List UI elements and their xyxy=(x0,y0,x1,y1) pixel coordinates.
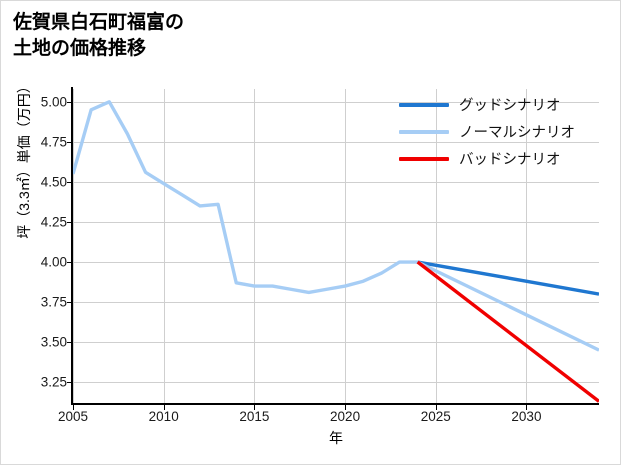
y-tick-mark xyxy=(67,262,72,264)
y-axis-ticks: 3.25 3.50 3.75 4.00 4.25 4.50 4.75 5.00 xyxy=(1,1,72,464)
x-tick-mark xyxy=(163,405,165,410)
y-axis-label: 坪（3.3㎡）単価（万円） xyxy=(16,79,32,239)
y-axis-spine xyxy=(71,87,73,405)
legend-color-swatch xyxy=(399,129,449,134)
chart-legend: グッドシナリオ ノーマルシナリオ バッドシナリオ xyxy=(399,91,609,172)
x-axis-spine xyxy=(71,403,599,405)
gridline-horizontal xyxy=(73,182,599,183)
gridline-vertical xyxy=(73,89,74,403)
y-tick-mark xyxy=(67,302,72,304)
chart-title: 佐賀県白石町福富の 土地の価格推移 xyxy=(13,12,185,59)
x-axis-label: 年 xyxy=(329,430,343,446)
y-tick-label: 4.25 xyxy=(40,214,67,230)
y-tick-mark xyxy=(67,181,72,183)
y-tick-label: 4.00 xyxy=(40,254,67,270)
y-tick-label: 5.00 xyxy=(40,94,67,110)
legend-label: バッドシナリオ xyxy=(459,152,561,168)
x-tick-label: 2025 xyxy=(420,409,451,424)
gridline-vertical xyxy=(254,89,255,403)
legend-color-swatch xyxy=(399,102,449,107)
y-tick-label: 3.75 xyxy=(40,294,67,310)
series-line xyxy=(73,100,418,295)
x-tick-label: 2010 xyxy=(148,409,179,424)
gridline-horizontal xyxy=(73,262,599,263)
y-tick-mark xyxy=(67,101,72,103)
gridline-vertical xyxy=(436,89,437,403)
gridline-horizontal xyxy=(73,142,599,143)
gridline-horizontal xyxy=(73,102,599,103)
gridline-horizontal xyxy=(73,222,599,223)
plot-area xyxy=(73,89,599,403)
x-tick-label: 2030 xyxy=(511,409,542,424)
gridline-vertical xyxy=(164,89,165,403)
x-tick-label: 2005 xyxy=(57,409,89,424)
legend-label: グッドシナリオ xyxy=(459,98,561,114)
gridline-vertical xyxy=(526,89,527,403)
gridline-horizontal xyxy=(73,302,599,303)
y-tick-mark xyxy=(67,221,72,223)
y-tick-mark xyxy=(67,342,72,344)
series-layer xyxy=(73,100,599,403)
gridline-horizontal xyxy=(73,382,599,383)
y-tick-mark xyxy=(67,382,72,384)
y-tick-label: 3.50 xyxy=(40,334,67,350)
y-tick-label: 4.50 xyxy=(40,174,67,190)
series-line xyxy=(416,260,599,352)
x-tick-label: 2015 xyxy=(239,409,270,424)
x-tick-mark xyxy=(73,405,74,410)
legend-item[interactable]: グッドシナリオ xyxy=(399,91,609,118)
x-tick-label: 2020 xyxy=(330,409,361,424)
x-tick-mark xyxy=(435,405,437,410)
x-tick-mark xyxy=(526,405,528,410)
x-tick-mark xyxy=(254,405,256,410)
y-tick-mark xyxy=(67,141,72,143)
series-line xyxy=(416,260,599,403)
legend-item[interactable]: ノーマルシナリオ xyxy=(399,118,609,145)
legend-item[interactable]: バッドシナリオ xyxy=(399,145,609,172)
gridline-vertical xyxy=(345,89,346,403)
legend-color-swatch xyxy=(399,156,449,161)
gridline-horizontal xyxy=(73,342,599,343)
legend-label: ノーマルシナリオ xyxy=(459,125,575,141)
y-tick-label: 3.25 xyxy=(40,374,67,390)
series-line xyxy=(417,260,599,296)
x-tick-mark xyxy=(345,405,347,410)
y-tick-label: 4.75 xyxy=(40,134,67,150)
